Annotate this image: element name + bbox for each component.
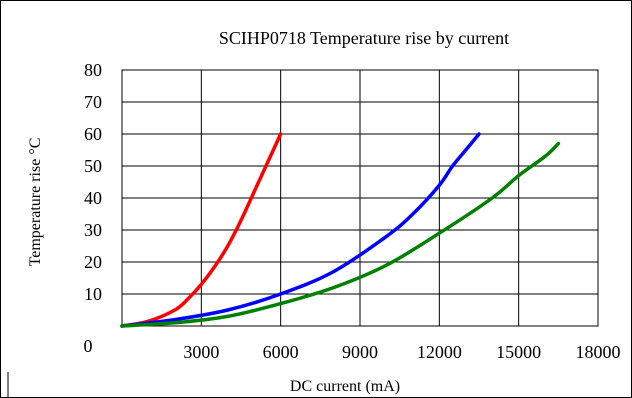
- series-lines: [120, 132, 561, 328]
- y-tick-label: 30: [84, 220, 102, 240]
- series-line-1: [120, 132, 283, 328]
- chart-title: SCIHP0718 Temperature rise by current: [219, 28, 509, 48]
- y-tick-label: 60: [84, 124, 102, 144]
- x-tick-label: 12000: [417, 342, 462, 362]
- y-tick-label: 20: [84, 252, 102, 272]
- y-tick-label: 80: [84, 60, 102, 80]
- x-tick-label: 15000: [496, 342, 541, 362]
- x-axis-label: DC current (mA): [290, 378, 400, 395]
- x-tick-label: 6000: [263, 342, 299, 362]
- x-tick-labels: 3000 6000 9000 12000 15000 18000: [183, 342, 620, 362]
- series-line-2: [120, 132, 481, 328]
- y-axis-label: Temperature rise °C: [27, 138, 44, 267]
- series-line-3: [120, 141, 561, 328]
- x-tick-label: 3000: [183, 342, 219, 362]
- x-tick-label: 18000: [576, 342, 621, 362]
- y-tick-labels: 10 20 30 40 50 60 70 80: [84, 60, 102, 304]
- y-tick-label: 40: [84, 188, 102, 208]
- y-tick-label: 50: [84, 156, 102, 176]
- grid: [121, 69, 599, 327]
- x-tick-label: 9000: [342, 342, 378, 362]
- y-tick-label: 70: [84, 92, 102, 112]
- y-tick-label: 10: [84, 284, 102, 304]
- origin-label: 0: [84, 336, 93, 356]
